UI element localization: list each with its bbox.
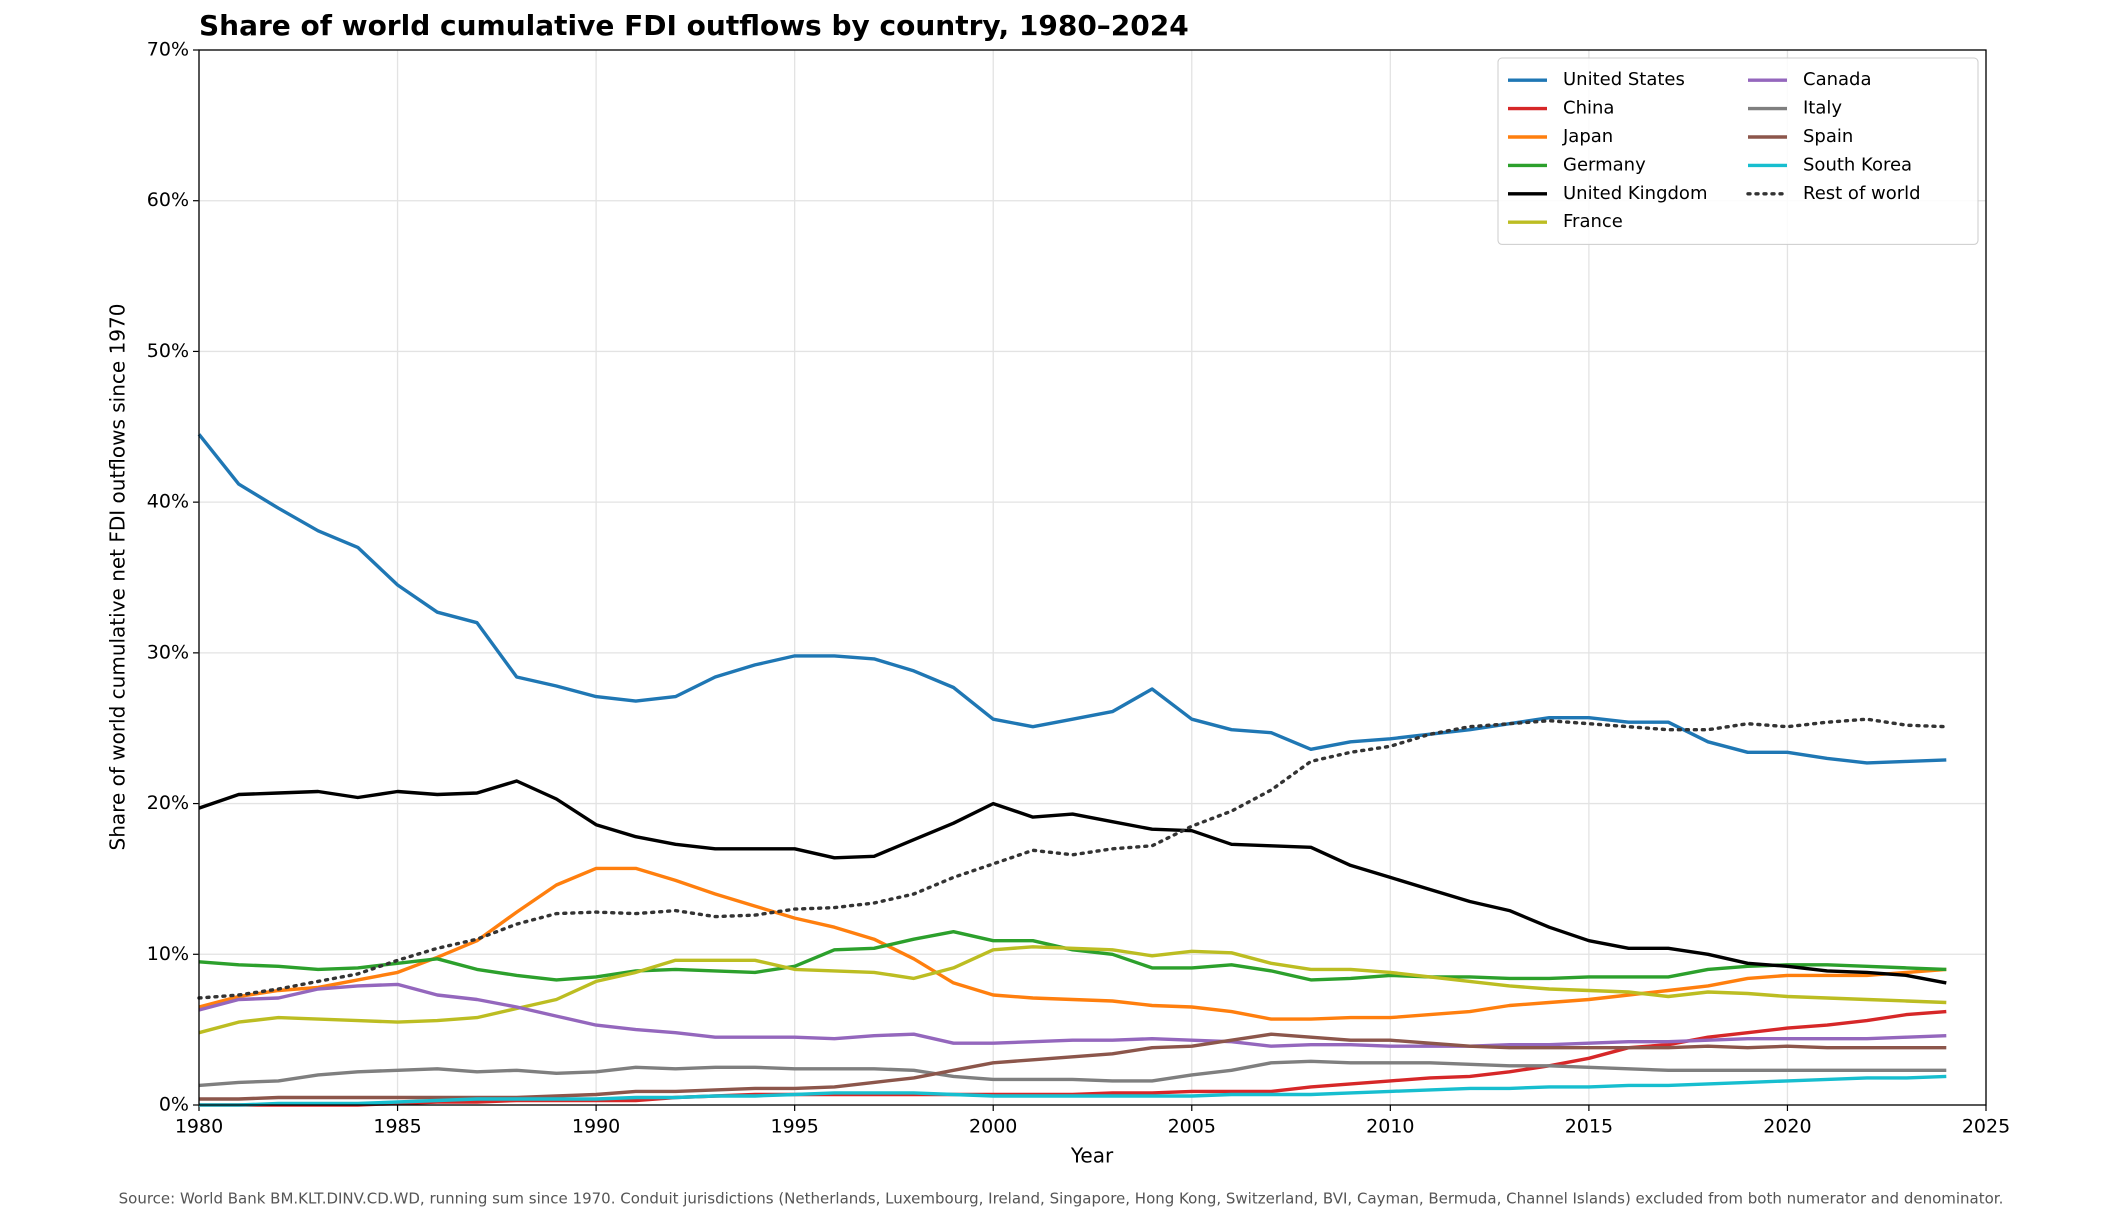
x-tick-label: 2010 (1366, 1116, 1414, 1138)
series-line (198, 945, 1947, 1035)
x-tick-label: 2020 (1763, 1116, 1811, 1138)
series-line (197, 433, 1947, 765)
y-tick-label: 30% (147, 641, 189, 663)
series-line (198, 982, 1947, 1048)
x-tick-label: 1995 (770, 1116, 818, 1138)
y-tick-label: 0% (159, 1094, 189, 1116)
series-line (198, 930, 1947, 982)
x-tick-label: 2015 (1565, 1116, 1613, 1138)
legend-box (1497, 57, 1979, 245)
chart-title: Share of world cumulative FDI outflows b… (199, 9, 1189, 42)
plot-frame (198, 49, 1987, 1106)
legend-label: Rest of world (1803, 183, 1921, 204)
series-line (199, 1074, 1947, 1107)
x-tick-label: 2005 (1168, 1116, 1216, 1138)
legend-label: Italy (1803, 98, 1842, 119)
y-tick-label: 40% (147, 491, 189, 513)
x-tick-label: 1985 (373, 1116, 421, 1138)
y-tick-label: 10% (147, 943, 189, 965)
legend-label: Spain (1803, 126, 1853, 147)
series-line (198, 779, 1947, 985)
legend-label: United States (1563, 69, 1685, 90)
legend-label: China (1563, 98, 1614, 119)
legend-label: France (1563, 211, 1623, 232)
y-tick-label: 70% (147, 39, 189, 61)
x-tick-label: 1980 (175, 1116, 223, 1138)
legend-label: Canada (1803, 69, 1872, 90)
x-tick-label: 2025 (1962, 1116, 2010, 1138)
y-axis-label: Share of world cumulative net FDI outflo… (106, 304, 130, 851)
series-line (198, 1059, 1947, 1088)
x-tick-label: 1990 (572, 1116, 620, 1138)
legend-label: Germany (1563, 154, 1646, 175)
series-line (198, 866, 1947, 1021)
y-tick-label: 50% (147, 340, 189, 362)
y-tick-label: 20% (147, 792, 189, 814)
y-tick-label: 60% (147, 189, 189, 211)
series-line (199, 1032, 1947, 1101)
legend-label: South Korea (1803, 154, 1912, 175)
legend-label: United Kingdom (1563, 183, 1707, 204)
series-line (197, 717, 1948, 1000)
x-tick-label: 2000 (969, 1116, 1017, 1138)
x-axis-label: Year (1070, 1144, 1114, 1168)
source-note: Source: World Bank BM.KLT.DINV.CD.WD, ru… (119, 1190, 2004, 1208)
legend-label: Japan (1562, 126, 1613, 147)
